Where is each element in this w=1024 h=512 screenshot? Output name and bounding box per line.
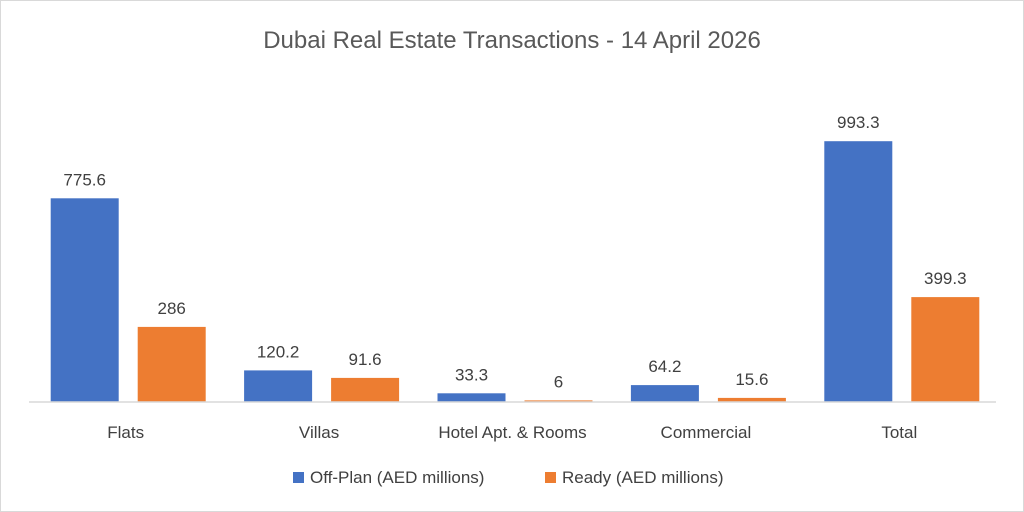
- data-label-off-plan-total: 993.3: [837, 113, 880, 132]
- chart-title: Dubai Real Estate Transactions - 14 Apri…: [263, 27, 761, 54]
- labels-layer: 775.6 286 Flats 120.2 91.6 Villas 33.3 6 Hotel A…: [63, 113, 966, 442]
- bar-ready-commercial: [717, 397, 786, 402]
- legend-label-off-plan: Off-Plan (AED millions): [310, 468, 484, 487]
- category-label-villas: Villas: [299, 423, 339, 442]
- legend-swatch-ready: [545, 472, 556, 483]
- data-label-ready-total: 399.3: [924, 269, 967, 288]
- category-label-hotel-apt-rooms: Hotel Apt. & Rooms: [438, 423, 586, 442]
- category-label-commercial: Commercial: [661, 423, 752, 442]
- data-label-ready-hotel-apt-rooms: 6: [554, 372, 563, 391]
- data-label-ready-flats: 286: [158, 299, 186, 318]
- data-label-off-plan-commercial: 64.2: [648, 357, 681, 376]
- data-label-off-plan-flats: 775.6: [63, 170, 106, 189]
- legend-label-ready: Ready (AED millions): [562, 468, 724, 487]
- legend: Off-Plan (AED millions) Ready (AED millio…: [293, 468, 724, 487]
- data-label-off-plan-hotel-apt-rooms: 33.3: [455, 365, 488, 384]
- bar-off-plan-total: [824, 141, 893, 402]
- bar-off-plan-flats: [50, 198, 119, 402]
- bar-ready-flats: [137, 326, 206, 402]
- bar-ready-hotel-apt-rooms: [524, 400, 593, 402]
- data-label-ready-villas: 91.6: [349, 350, 382, 369]
- bars-layer: [50, 141, 980, 402]
- legend-swatch-off-plan: [293, 472, 304, 483]
- category-label-total: Total: [881, 423, 917, 442]
- category-label-flats: Flats: [107, 423, 144, 442]
- data-label-off-plan-villas: 120.2: [257, 342, 300, 361]
- bar-ready-total: [911, 297, 980, 402]
- bar-off-plan-commercial: [630, 385, 699, 402]
- data-label-ready-commercial: 15.6: [735, 370, 768, 389]
- bar-off-plan-villas: [244, 370, 313, 402]
- bar-ready-villas: [331, 377, 400, 402]
- bar-off-plan-hotel-apt-rooms: [437, 393, 506, 402]
